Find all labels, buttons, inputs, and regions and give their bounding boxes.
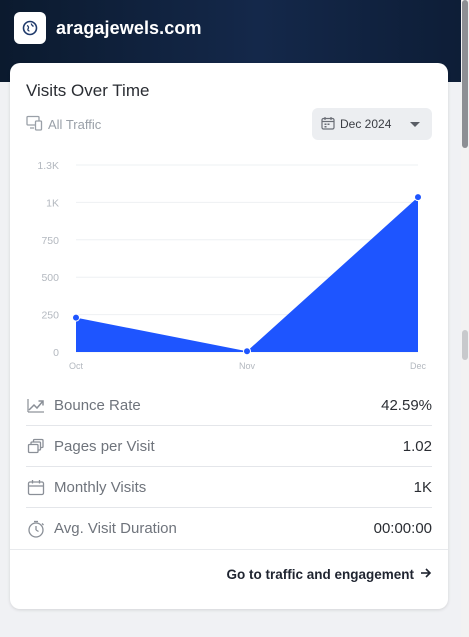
metric-row-pages-per-visit: Pages per Visit 1.02 <box>26 426 432 467</box>
y-tick-label: 250 <box>41 310 59 322</box>
metric-label: Monthly Visits <box>54 478 147 496</box>
metric-row-bounce-rate: Bounce Rate 42.59% <box>26 385 432 426</box>
y-tick-label: 1K <box>46 197 59 209</box>
arrow-right-icon <box>420 567 432 582</box>
date-select-value: Dec 2024 <box>340 117 392 131</box>
scroll-thumb-secondary[interactable] <box>462 330 468 360</box>
data-point-oct[interactable] <box>72 313 80 322</box>
visits-card: Visits Over Time All Traffic Dec 2024 <box>10 63 448 609</box>
visits-area <box>76 197 418 352</box>
pages-icon <box>26 436 46 456</box>
card-title: Visits Over Time <box>26 81 150 100</box>
calendar-icon <box>26 477 46 497</box>
x-tick-label: Oct <box>69 361 84 371</box>
globe-icon <box>14 12 46 44</box>
x-tick-label: Dec <box>410 361 427 371</box>
metric-value: 00:00:00 <box>373 520 432 537</box>
metric-value: 1.02 <box>402 437 432 455</box>
site-name[interactable]: aragajewels.com <box>56 17 202 38</box>
devices-icon <box>26 115 43 134</box>
metric-row-monthly-visits: Monthly Visits 1K <box>26 467 432 508</box>
link-label: Go to traffic and engagement <box>226 567 414 582</box>
metric-value: 42.59% <box>381 396 432 414</box>
metric-value: 1K <box>413 478 432 496</box>
y-tick-label: 500 <box>41 272 59 284</box>
y-tick-label: 750 <box>41 235 59 247</box>
data-point-nov[interactable] <box>243 347 251 356</box>
site-header: aragajewels.com <box>14 12 202 44</box>
timer-icon <box>26 519 46 539</box>
x-tick-label: Nov <box>239 361 256 371</box>
traffic-label: All Traffic <box>48 117 102 132</box>
calendar-icon <box>321 116 335 133</box>
traffic-filter: All Traffic <box>26 115 101 134</box>
metric-label: Avg. Visit Duration <box>54 520 177 537</box>
metric-label: Pages per Visit <box>54 437 155 455</box>
y-tick-label: 0 <box>53 347 59 359</box>
trend-icon <box>26 395 46 415</box>
metrics-list: Bounce Rate 42.59% Pages per Visit 1.02 <box>26 385 432 549</box>
metric-label: Bounce Rate <box>54 396 141 414</box>
y-tick-label: 1.3K <box>37 160 59 172</box>
visits-chart: 0 250 500 750 1K 1.3K Oct Nov Dec <box>37 160 427 371</box>
footer-divider <box>10 549 448 550</box>
chevron-down-icon <box>410 122 420 127</box>
date-select[interactable]: Dec 2024 <box>312 108 432 140</box>
scrollbar[interactable] <box>461 0 469 637</box>
scroll-thumb[interactable] <box>462 0 468 148</box>
data-point-dec[interactable] <box>414 193 422 202</box>
metric-row-avg-visit-duration: Avg. Visit Duration 00:00:00 <box>26 508 432 549</box>
traffic-engagement-link[interactable]: Go to traffic and engagement <box>226 567 432 582</box>
